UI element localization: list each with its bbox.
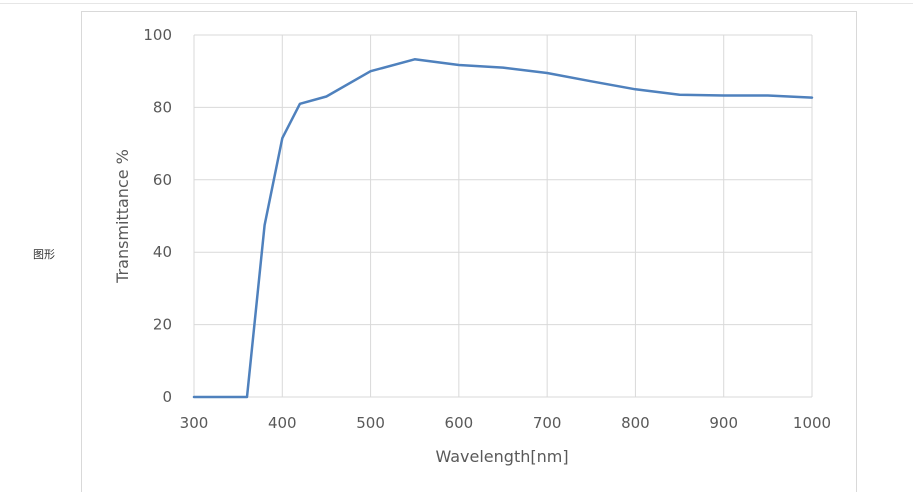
y-axis-ticks: 0 20 40 60 80 100 (143, 26, 172, 406)
x-tick-label-500: 500 (356, 414, 385, 432)
x-tick-label-900: 900 (709, 414, 738, 432)
chart-series (192, 58, 814, 399)
y-tick-label-100: 100 (143, 26, 172, 44)
x-axis-ticks: 300 400 500 600 700 800 900 1000 (180, 414, 831, 432)
chart-grid (193, 34, 813, 398)
x-tick-label-400: 400 (268, 414, 297, 432)
y-tick-label-40: 40 (153, 243, 172, 261)
figure-side-label: 图形 (33, 248, 55, 261)
chart-frame (81, 11, 857, 492)
y-tick-label-20: 20 (153, 316, 172, 334)
x-tick-label-700: 700 (533, 414, 562, 432)
x-tick-label-1000: 1000 (793, 414, 831, 432)
x-tick-label-300: 300 (180, 414, 209, 432)
y-tick-label-80: 80 (153, 98, 172, 116)
x-tick-label-600: 600 (445, 414, 474, 432)
x-axis-title: Wavelength[nm] (435, 447, 568, 466)
top-divider (0, 3, 913, 4)
series-line-0 (192, 58, 814, 399)
y-tick-label-60: 60 (153, 171, 172, 189)
y-axis-title: Transmittance % (113, 149, 132, 284)
y-tick-label-0: 0 (162, 388, 172, 406)
x-tick-label-800: 800 (621, 414, 650, 432)
